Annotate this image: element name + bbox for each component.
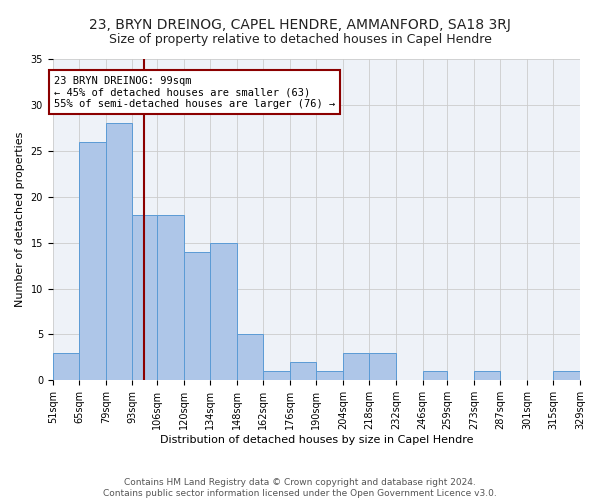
Bar xyxy=(106,124,133,380)
Text: 23 BRYN DREINOG: 99sqm
← 45% of detached houses are smaller (63)
55% of semi-det: 23 BRYN DREINOG: 99sqm ← 45% of detached… xyxy=(54,76,335,108)
Bar xyxy=(316,371,343,380)
Bar xyxy=(553,371,580,380)
Bar xyxy=(133,215,157,380)
Bar xyxy=(422,371,447,380)
Bar xyxy=(474,371,500,380)
Bar xyxy=(184,252,210,380)
Bar xyxy=(370,353,396,380)
Bar xyxy=(210,242,237,380)
Bar xyxy=(79,142,106,380)
Bar xyxy=(237,334,263,380)
Text: 23, BRYN DREINOG, CAPEL HENDRE, AMMANFORD, SA18 3RJ: 23, BRYN DREINOG, CAPEL HENDRE, AMMANFOR… xyxy=(89,18,511,32)
Text: Contains HM Land Registry data © Crown copyright and database right 2024.
Contai: Contains HM Land Registry data © Crown c… xyxy=(103,478,497,498)
Y-axis label: Number of detached properties: Number of detached properties xyxy=(15,132,25,308)
Text: Size of property relative to detached houses in Capel Hendre: Size of property relative to detached ho… xyxy=(109,32,491,46)
Bar xyxy=(263,371,290,380)
Bar xyxy=(157,215,184,380)
Bar xyxy=(343,353,370,380)
X-axis label: Distribution of detached houses by size in Capel Hendre: Distribution of detached houses by size … xyxy=(160,435,473,445)
Bar xyxy=(53,353,79,380)
Bar xyxy=(290,362,316,380)
